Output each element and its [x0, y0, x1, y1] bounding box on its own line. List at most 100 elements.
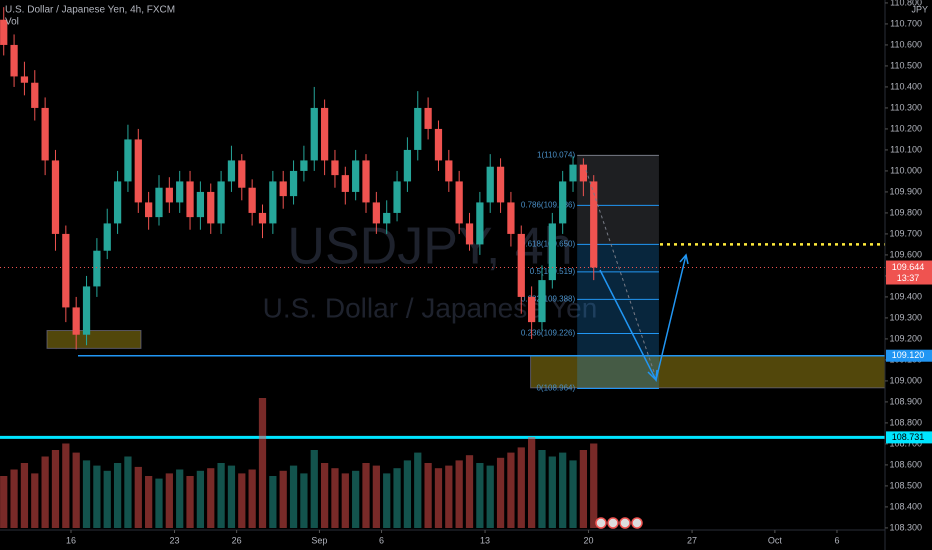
chart-title: U.S. Dollar / Japanese Yen, 4h, FXCM	[5, 5, 175, 16]
fib-lower	[577, 244, 659, 389]
volume-bar	[579, 450, 587, 528]
volume-bar	[538, 450, 546, 528]
volume-bar	[72, 452, 80, 528]
volume-bar	[362, 463, 370, 528]
volume-bar	[93, 465, 101, 528]
volume-bar	[320, 463, 329, 528]
candle-body	[455, 181, 463, 224]
candle-body	[176, 181, 184, 203]
x-tick-label: 6	[834, 535, 839, 545]
volume-bar	[300, 473, 308, 528]
volume-bar	[269, 476, 277, 528]
candle-body	[383, 212, 391, 224]
candle-body	[269, 181, 277, 224]
last-price-box	[886, 260, 932, 285]
y-tick-label: 109.900	[889, 186, 922, 196]
candle-body	[590, 181, 598, 268]
y-tick-label: 110.300	[890, 102, 922, 112]
volume-bar	[372, 465, 380, 528]
candle-body	[20, 76, 29, 83]
candle-body	[82, 286, 91, 335]
volume-bar	[176, 469, 184, 528]
candle-body	[579, 164, 587, 182]
x-tick-label: 13	[480, 535, 490, 545]
candle-body	[258, 212, 267, 224]
x-tick-label: 20	[584, 535, 594, 545]
candle-body	[196, 191, 205, 218]
y-tick-label: 108.500	[889, 480, 922, 490]
candle-body	[155, 187, 163, 218]
volume-bar	[186, 476, 194, 528]
last-price-label: 109.644	[892, 262, 925, 272]
currency: JPY	[911, 4, 928, 14]
y-tick-label: 109.000	[889, 375, 922, 385]
volume-bar	[590, 443, 598, 528]
volume-bar	[41, 456, 49, 528]
volume-bar	[403, 460, 412, 528]
volume-bar	[0, 476, 8, 528]
candle-body	[103, 223, 111, 251]
volume-bar	[383, 473, 391, 528]
y-tick-label: 109.700	[889, 228, 922, 238]
volume-bar	[134, 466, 142, 528]
event-icon	[619, 517, 631, 529]
candle-body	[145, 202, 153, 218]
candle-body	[331, 160, 339, 176]
candle-body	[476, 202, 484, 245]
y-tick-label: 110.000	[890, 165, 922, 175]
candle-body	[113, 181, 122, 224]
x-tick-label: 16	[66, 535, 76, 545]
event-icon	[631, 517, 643, 529]
candle-body	[31, 82, 39, 108]
x-tick-label: Oct	[768, 535, 783, 545]
projection-dash	[585, 169, 656, 376]
y-tick-label: 110.500	[890, 60, 922, 70]
x-tick-label: 26	[232, 535, 242, 545]
y-tick-label: 109.600	[889, 249, 922, 259]
price-label-box	[886, 431, 932, 444]
y-tick-label: 110.600	[890, 39, 922, 49]
y-tick-label: 109.800	[889, 207, 922, 217]
candle-body	[279, 181, 287, 197]
volume-bar	[196, 470, 205, 528]
volume-bar	[238, 473, 246, 528]
x-tick-label: 6	[379, 535, 384, 545]
volume-bar	[496, 457, 505, 528]
volume-bar	[145, 476, 153, 528]
candle-body	[486, 166, 494, 203]
candle-body	[569, 164, 577, 182]
volume-bar	[20, 463, 29, 528]
volume-bar	[279, 470, 287, 528]
volume-bar	[434, 468, 443, 528]
volume-bar	[258, 398, 267, 528]
x-tick-label: Sep	[311, 535, 327, 545]
candle-body	[548, 223, 556, 281]
candle-body	[507, 202, 515, 234]
fib-upper	[577, 155, 659, 245]
candle-body	[217, 181, 225, 224]
volume-bar	[424, 463, 432, 528]
candle-body	[352, 160, 360, 192]
volume-bar	[559, 452, 567, 528]
candle-body	[186, 181, 194, 218]
volume-bar	[310, 450, 318, 528]
y-tick-label: 109.400	[889, 291, 922, 301]
volume-bar	[352, 470, 360, 528]
volume-bar	[51, 450, 60, 528]
candle-body	[300, 160, 308, 171]
volume-bar	[155, 478, 163, 528]
volume-bar	[476, 463, 484, 528]
price-label-box	[886, 349, 932, 362]
x-tick-label: 23	[170, 535, 180, 545]
arrow-head	[647, 369, 658, 382]
volume-bar	[548, 456, 556, 528]
y-tick-label: 110.400	[890, 81, 922, 91]
candle-body	[362, 160, 370, 203]
volume-bar	[217, 463, 225, 528]
candle-body	[93, 250, 101, 287]
volume-bar	[82, 460, 91, 528]
candle-body	[289, 170, 298, 197]
candle-body	[538, 280, 546, 323]
volume-bar	[10, 469, 18, 528]
